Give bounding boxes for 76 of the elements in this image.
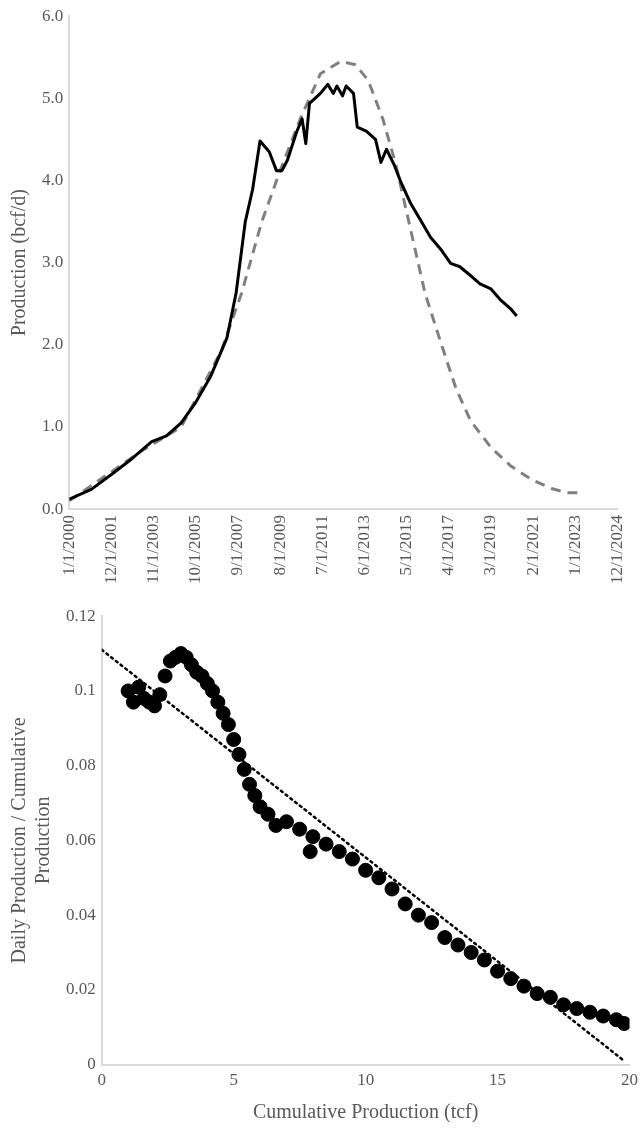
- x-tick-label: 7/1/2011: [311, 515, 331, 575]
- y-tick-label: 4.0: [42, 169, 64, 189]
- point: [305, 829, 321, 845]
- point: [292, 821, 308, 837]
- point: [450, 937, 466, 953]
- x-tick-label: 12/1/2024: [607, 514, 627, 585]
- y-tick-label: 0.12: [66, 605, 96, 625]
- x-axis-title: Cumulative Production (tcf): [252, 1100, 479, 1124]
- x-tick-label: 4/1/2017: [438, 514, 458, 576]
- point: [210, 694, 226, 710]
- point: [226, 732, 242, 748]
- y-tick-label: 0.04: [66, 904, 97, 924]
- y-tick-label: 0.08: [66, 755, 96, 775]
- point: [437, 930, 453, 946]
- point: [529, 986, 545, 1002]
- x-tick-label: 11/1/2003: [143, 515, 163, 584]
- point: [331, 844, 347, 860]
- point: [344, 851, 360, 867]
- x-tick-label: 9/1/2007: [227, 514, 247, 576]
- x-tick-label: 5: [229, 1070, 238, 1090]
- y-axis-title: Daily Production / Cumulative Production: [7, 717, 54, 964]
- x-tick-label: 12/1/2001: [100, 515, 120, 585]
- y-tick-label: 0.1: [74, 680, 96, 700]
- point: [260, 806, 276, 822]
- y-axis-title: Production (bcf/d): [7, 189, 31, 337]
- y-tick-label: 0: [87, 1054, 96, 1074]
- point: [157, 668, 173, 684]
- point: [410, 907, 426, 923]
- point: [503, 971, 519, 987]
- x-tick-label: 2/1/2021: [522, 515, 542, 576]
- x-tick-label: 20: [621, 1070, 638, 1090]
- point: [595, 1008, 611, 1024]
- x-tick-label: 1/1/2023: [564, 515, 584, 576]
- point: [569, 1001, 585, 1017]
- point: [318, 836, 334, 852]
- point: [302, 844, 318, 860]
- point: [247, 788, 263, 804]
- point: [205, 683, 221, 699]
- y-tick-label: 0.06: [66, 829, 96, 849]
- point: [516, 978, 532, 994]
- y-tick-label: 2.0: [42, 334, 64, 354]
- x-tick-label: 6/1/2013: [353, 515, 373, 576]
- point: [242, 776, 258, 792]
- y-tick-label: 0.02: [66, 979, 96, 999]
- point: [278, 814, 294, 830]
- x-tick-label: 10/1/2005: [185, 515, 205, 585]
- y-tick-label: 3.0: [42, 252, 64, 272]
- point: [424, 915, 440, 931]
- x-tick-label: 10: [357, 1070, 375, 1090]
- point: [220, 717, 236, 733]
- x-tick-label: 8/1/2009: [269, 515, 289, 576]
- y-tick-label: 6.0: [42, 5, 64, 25]
- y-tick-label: 1.0: [42, 416, 64, 436]
- point: [616, 1016, 630, 1031]
- point: [131, 679, 147, 695]
- y-tick-label: 5.0: [42, 87, 64, 107]
- point: [463, 945, 479, 960]
- point: [490, 963, 506, 979]
- point: [556, 997, 572, 1013]
- point: [582, 1004, 598, 1020]
- point: [397, 896, 413, 912]
- x-tick-label: 1/1/2000: [58, 515, 78, 576]
- point: [215, 705, 231, 721]
- point: [476, 952, 492, 968]
- point: [371, 870, 387, 886]
- x-tick-label: 15: [489, 1070, 507, 1090]
- y-tick-label: 0.0: [42, 498, 64, 518]
- point: [231, 746, 247, 762]
- point: [236, 761, 252, 777]
- point: [358, 862, 374, 878]
- x-tick-label: 3/1/2019: [480, 515, 500, 576]
- point: [384, 881, 400, 897]
- point: [147, 698, 163, 714]
- point: [152, 687, 168, 703]
- point: [542, 989, 558, 1005]
- x-tick-label: 5/1/2015: [396, 515, 416, 576]
